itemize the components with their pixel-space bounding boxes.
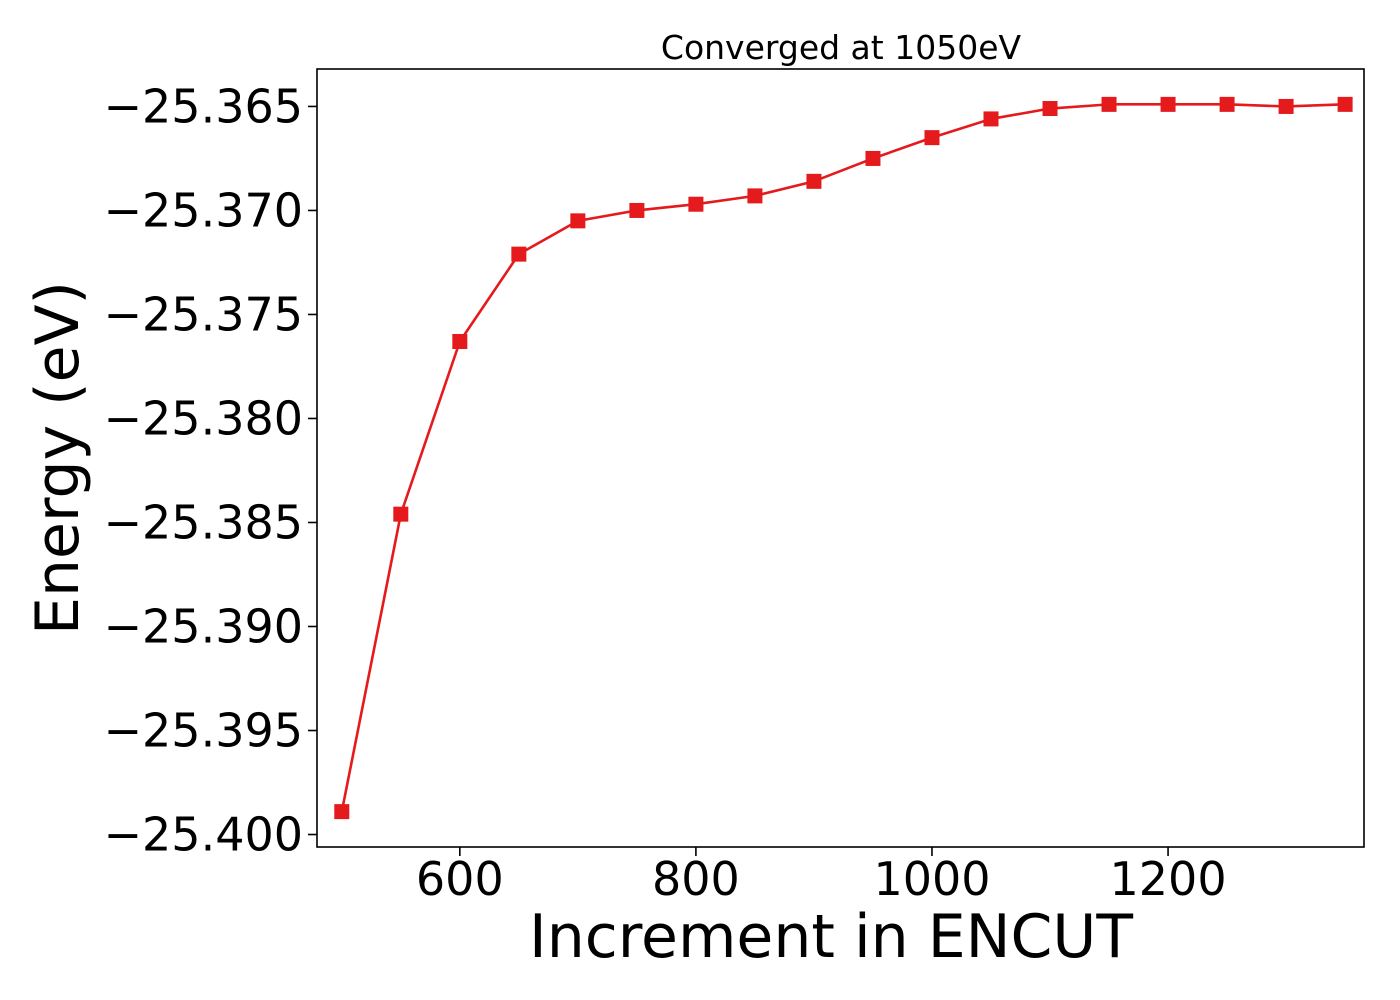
data-point-marker <box>1219 96 1235 112</box>
data-point-marker <box>452 334 468 350</box>
data-point-marker <box>806 173 822 189</box>
data-point-marker <box>1160 96 1176 112</box>
plot-area-frame <box>316 68 1365 848</box>
y-tick-label: −25.365 <box>104 79 304 133</box>
data-point-marker <box>629 202 645 218</box>
data-point-marker <box>570 213 586 229</box>
y-tick-label: −25.370 <box>104 183 304 237</box>
x-tick-label: 600 <box>416 852 504 906</box>
y-tick-label: −25.390 <box>104 599 304 653</box>
data-point-marker <box>924 130 940 146</box>
y-tick-label: −25.395 <box>104 704 304 758</box>
chart-title: Converged at 1050eV <box>661 28 1022 67</box>
y-tick-label: −25.385 <box>104 495 304 549</box>
data-point-marker <box>1101 96 1117 112</box>
y-tick-label: −25.380 <box>104 391 304 445</box>
axes-layer: 600 800 1000 1200 −25.365 −25.370 −25.375 −25.3… <box>104 79 1227 906</box>
data-point-marker <box>1337 96 1353 112</box>
data-point-marker <box>747 188 763 204</box>
data-point-marker <box>1042 101 1058 117</box>
data-point-marker <box>511 246 527 262</box>
series-layer <box>334 96 1353 820</box>
x-axis-label: Increment in ENCUT <box>529 902 1133 972</box>
data-point-marker <box>1278 98 1294 114</box>
x-tick-label: 800 <box>652 852 740 906</box>
data-point-marker <box>688 196 704 212</box>
series-line <box>340 103 1346 812</box>
x-tick-label: 1000 <box>873 852 990 906</box>
data-point-marker <box>393 506 409 522</box>
y-tick-label: −25.400 <box>104 808 304 862</box>
y-tick-label: −25.375 <box>104 287 304 341</box>
x-tick-label: 1200 <box>1110 852 1227 906</box>
data-point-marker <box>865 150 881 166</box>
y-axis-label: Energy (eV) <box>23 281 93 635</box>
data-point-marker <box>983 111 999 127</box>
data-point-marker <box>334 804 350 820</box>
